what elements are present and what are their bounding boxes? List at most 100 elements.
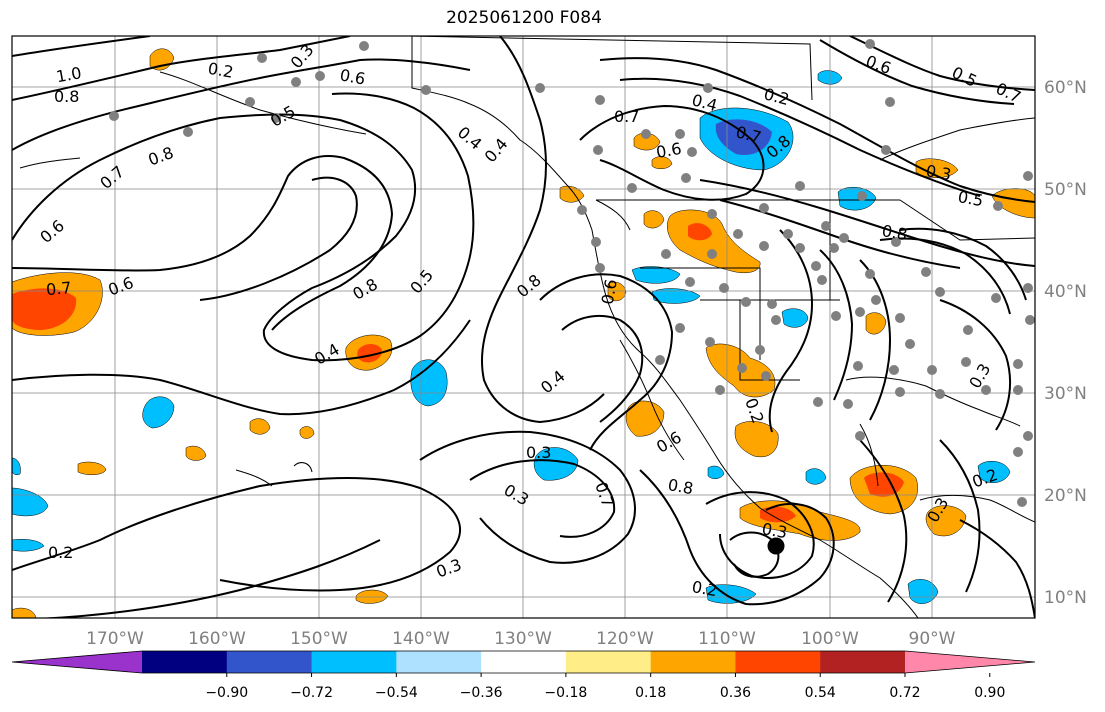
anomaly-strong-positive-plains-1 [688, 223, 712, 241]
anomaly-positive-sw-4 [77, 461, 107, 475]
contour-label: 0.2 [690, 577, 718, 600]
lat-label: 60°N [1044, 78, 1087, 98]
lon-label: 170°W [86, 629, 144, 649]
anomaly-positive-texas [734, 421, 779, 458]
contour-label: 0.4 [454, 123, 486, 154]
lon-label: 110°W [698, 629, 756, 649]
colorbar-segment [311, 651, 397, 673]
contour-label: 0.7 [45, 278, 72, 299]
anomaly-negative-plains-1 [631, 266, 681, 284]
anomaly-strong-positive-mexico-1 [760, 506, 796, 523]
colorbar-tick-label: 0.54 [805, 685, 836, 701]
contour-label: 0.8 [666, 475, 694, 498]
anomaly-negative-south-5 [707, 465, 725, 479]
contour-label: 0.6 [106, 273, 136, 300]
anomaly-positive-sw-3 [185, 445, 207, 461]
anomaly-positive-sw-1 [249, 418, 271, 435]
lat-label: 20°N [1044, 486, 1087, 506]
colorbar-tick-label: 0.72 [889, 685, 920, 701]
anomaly-negative-far-west-3 [12, 539, 45, 552]
contour-label: 0.3 [526, 443, 551, 462]
contour-lines [12, 36, 1035, 618]
contour-label: 0.3 [924, 161, 952, 184]
contour-label: 0.2 [206, 59, 234, 82]
colorbar-extend-high [905, 651, 1035, 673]
colorbar: −0.90 −0.72 −0.54 −0.36 −0.18 0.18 0.36 0.54 0.7… [11, 650, 1036, 701]
contour-label: 0.3 [501, 480, 533, 509]
anomaly-positive-bc-2 [651, 156, 673, 169]
contour-label: 0.5 [956, 187, 984, 210]
contour-label: 0.3 [760, 519, 788, 542]
anomaly-positive-plains-1 [667, 209, 761, 273]
longitude-labels: 170°W 160°W 150°W 140°W 130°W 120°W 110°… [86, 629, 956, 649]
colorbar-segment [481, 651, 567, 673]
colorbar-segment [226, 651, 313, 673]
contour-label: 0.8 [880, 221, 908, 244]
contour-label: 0.8 [54, 87, 79, 106]
anomaly-negative-great-lakes [837, 186, 877, 211]
colorbar-tick-label: −0.36 [460, 685, 503, 701]
map-frame [11, 35, 1036, 619]
anomaly-negative-mid-pacific [410, 359, 448, 407]
contour-label: 0.5 [406, 266, 437, 298]
contour-label: 0.2 [762, 84, 792, 109]
lat-label: 50°N [1044, 180, 1087, 200]
anomaly-negative-plains-2 [651, 288, 701, 304]
colorbar-tick-label: 0.90 [974, 685, 1005, 701]
contour-label: 1.0 [55, 63, 83, 86]
contour-label: 0.6 [36, 216, 68, 247]
contour-label: 0.8 [513, 270, 545, 301]
anomaly-negative-south-4 [805, 468, 827, 485]
lat-label: 40°N [1044, 282, 1087, 302]
contour-label: 0.6 [338, 65, 366, 88]
contour-label: 0.8 [349, 274, 381, 303]
anomaly-fills [12, 48, 1035, 618]
anomaly-positive-plains-3 [607, 281, 627, 302]
anomaly-negative-south-2 [907, 579, 939, 604]
colorbar-segment [565, 651, 652, 673]
colorbar-segment [650, 651, 736, 673]
lat-label: 30°N [1044, 384, 1087, 404]
anomaly-positive-sw-2 [299, 426, 315, 439]
colorbar-segment [396, 651, 482, 673]
contour-label: 0.5 [267, 101, 299, 130]
colorbar-tick-label: 0.18 [635, 685, 666, 701]
contour-label: 0.2 [48, 543, 73, 562]
colorbar-tick-label: −0.90 [205, 685, 248, 701]
latitude-labels: 60°N 50°N 40°N 30°N 20°N 10°N [1044, 78, 1087, 608]
anomaly-positive-east-1 [865, 312, 887, 335]
anomaly-negative-far-west-1 [12, 487, 49, 517]
lon-label: 130°W [494, 629, 552, 649]
anomaly-negative-sw-1 [142, 396, 175, 429]
lon-label: 150°W [290, 629, 348, 649]
anomaly-strong-positive-west [12, 288, 77, 330]
contour-label: 0.3 [434, 555, 464, 582]
forecast-center-marker [767, 537, 785, 555]
anomaly-negative-caribbean-1 [977, 460, 1011, 484]
colorbar-tick-label: 0.36 [720, 685, 751, 701]
anomaly-positive-far-west-4 [12, 607, 37, 618]
anomaly-negative-south-1 [533, 447, 579, 481]
anomaly-negative-far-west-2 [12, 457, 21, 476]
lat-label: 10°N [1044, 588, 1087, 608]
contour-label: 0.4 [690, 90, 720, 115]
contour-label: 0.2 [741, 396, 768, 426]
contour-label: 0.6 [653, 427, 685, 456]
colorbar-tick-label: −0.72 [290, 685, 333, 701]
contour-label: 0.3 [287, 40, 318, 72]
lat-lon-grid [12, 36, 1035, 618]
contour-label: 0.7 [96, 162, 128, 193]
contour-label: 0.5 [949, 63, 980, 91]
contour-label: 0.7 [614, 107, 639, 126]
lon-label: 160°W [188, 629, 246, 649]
colorbar-outline [11, 650, 1036, 674]
station-dots [109, 39, 1035, 507]
lon-label: 120°W [596, 629, 654, 649]
lon-label: 100°W [801, 629, 859, 649]
anomaly-negative-midwest-1 [781, 308, 809, 328]
colorbar-extend-low [12, 651, 142, 673]
lon-label: 90°W [909, 629, 956, 649]
anomaly-positive-plains-2 [643, 210, 665, 229]
map-title: 2025061200 F084 [446, 8, 602, 28]
